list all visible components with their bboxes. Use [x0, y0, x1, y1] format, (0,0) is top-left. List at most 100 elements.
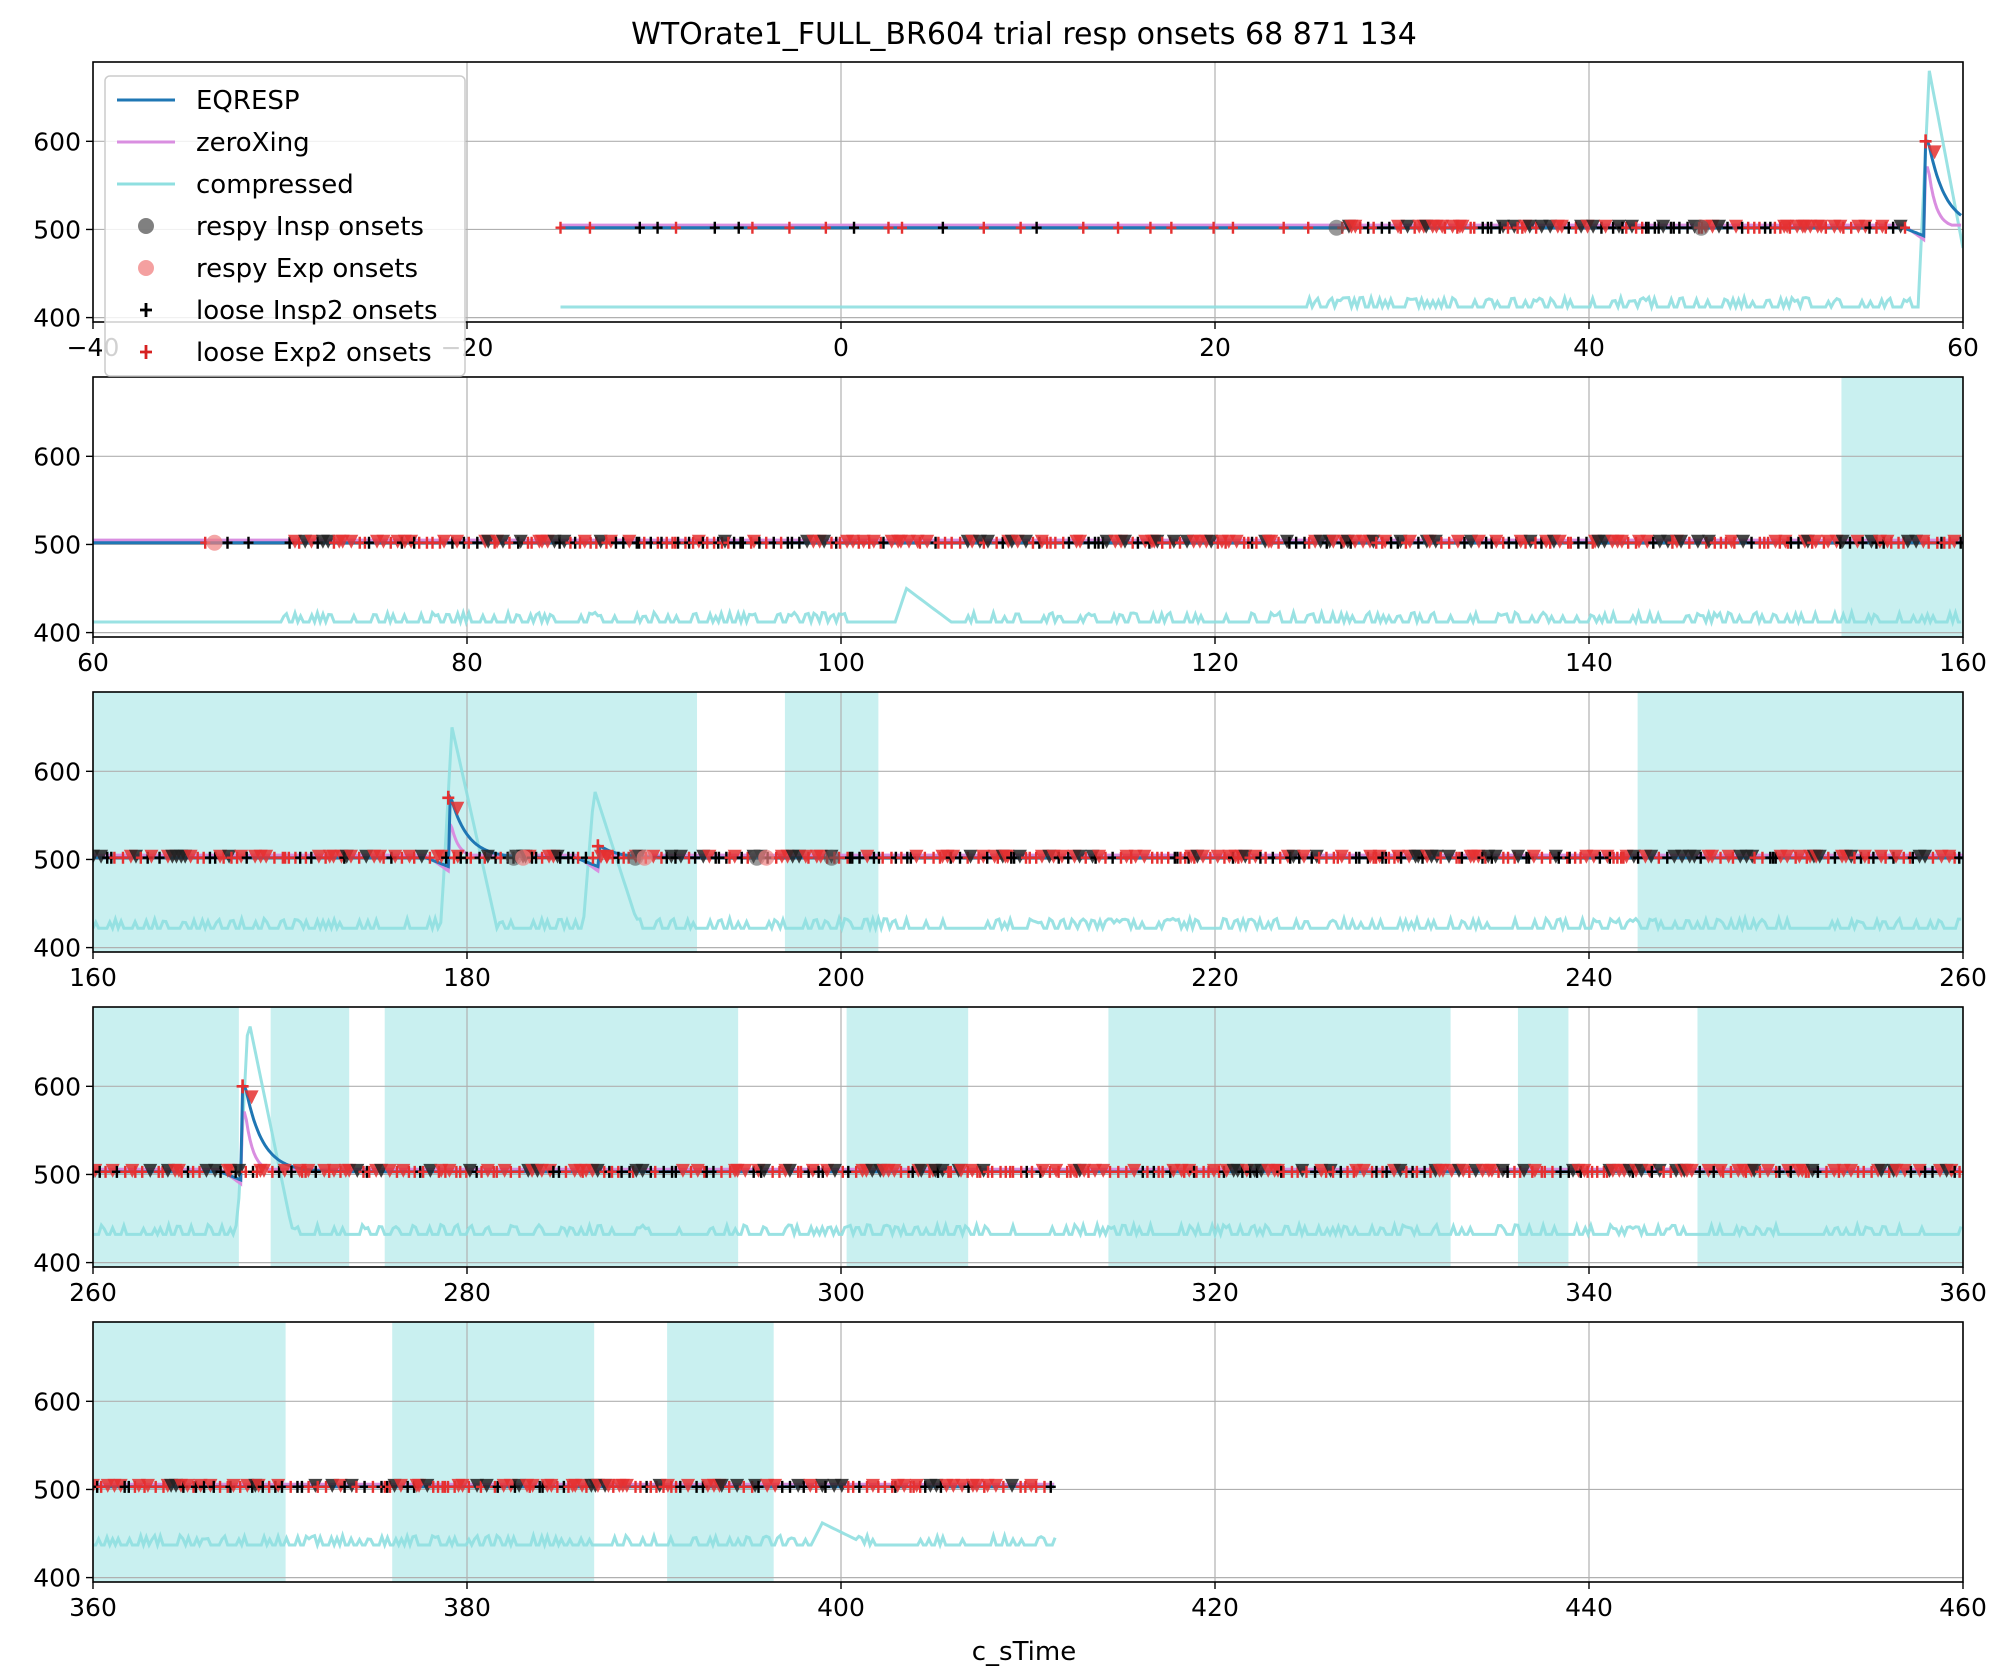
insp-onset-triangle — [1522, 219, 1537, 234]
y-tick-label: 400 — [33, 934, 81, 963]
exp-onset-triangle — [727, 849, 742, 864]
insp-onset-triangle — [1511, 849, 1526, 864]
exp-onset-triangle — [1850, 534, 1865, 549]
x-tick-label: 380 — [443, 1593, 491, 1622]
exp-onset-triangle — [681, 1478, 696, 1493]
insp-onset-triangle — [1072, 849, 1087, 864]
loose-insp2-plus — [243, 536, 254, 549]
loose-exp2-plus — [1923, 536, 1934, 549]
exp-onset-triangle — [946, 849, 961, 864]
y-tick-label: 400 — [33, 619, 81, 648]
insp-onset-triangle — [1673, 534, 1688, 549]
panel-2: 60 80 100 120 140 160 400 500 600 — [33, 376, 1987, 677]
compressed-line — [93, 1520, 1057, 1551]
loose-exp2-plus — [442, 790, 455, 805]
loose-exp2-plus — [1469, 221, 1480, 234]
exp-onset-triangle — [1378, 534, 1393, 549]
loose-exp2-plus — [526, 536, 537, 549]
x-tick-label: 440 — [1565, 1593, 1613, 1622]
x-tick-label: 240 — [1565, 963, 1613, 992]
highlight-band — [784, 692, 879, 952]
loose-insp2-plus — [1633, 851, 1644, 864]
legend-plus-swatch — [140, 345, 152, 359]
legend-circle-swatch — [138, 218, 154, 234]
exp-onset-triangle — [259, 849, 274, 864]
y-tick-label: 600 — [33, 442, 81, 471]
loose-insp2-plus — [1648, 536, 1659, 549]
insp-onset-triangle — [730, 1478, 745, 1493]
loose-insp2-plus — [1459, 536, 1470, 549]
chart-title: WTOrate1_FULL_BR604 trial resp onsets 68… — [631, 17, 1417, 52]
loose-exp2-plus — [987, 1165, 998, 1178]
legend-item: zeroXing — [117, 128, 310, 158]
highlight-band — [93, 692, 698, 952]
insp-onset-triangle — [1747, 1163, 1762, 1178]
loose-exp2-plus — [367, 1480, 378, 1493]
loose-exp2-plus — [1053, 1165, 1064, 1178]
loose-insp2-plus — [1384, 221, 1395, 234]
respy-insp-onset — [823, 849, 840, 866]
onset-markers — [93, 1079, 1963, 1178]
insp-onset-triangle — [1687, 849, 1702, 864]
loose-exp2-plus — [738, 1480, 749, 1493]
exp-onset-triangle — [450, 534, 465, 549]
exp-onset-triangle — [140, 1478, 155, 1493]
insp-onset-triangle — [557, 534, 572, 549]
exp-onset-triangle — [1471, 534, 1486, 549]
exp-onset-triangle — [1210, 849, 1225, 864]
exp-onset-triangle — [1455, 219, 1470, 234]
loose-exp2-plus — [1083, 1165, 1094, 1178]
compressed-line — [93, 586, 1962, 628]
loose-exp2-plus — [685, 1165, 696, 1178]
exp-onset-triangle — [544, 1478, 559, 1493]
exp-onset-triangle — [277, 1163, 292, 1178]
loose-exp2-plus — [591, 839, 604, 854]
exp-onset-triangle — [1096, 1163, 1111, 1178]
panel-5: 360 380 400 420 440 460 400 500 600 — [33, 1321, 1987, 1622]
exp-onset-triangle — [1264, 534, 1279, 549]
legend-label: EQRESP — [196, 86, 300, 116]
insp-onset-triangle — [1805, 1163, 1820, 1178]
legend-label: loose Exp2 onsets — [196, 338, 432, 368]
legend-box — [104, 75, 466, 377]
loose-insp2-plus — [1553, 851, 1564, 864]
loose-insp2-plus — [709, 221, 720, 234]
insp-onset-triangle — [495, 534, 510, 549]
exp-onset-triangle — [131, 1478, 146, 1493]
legend-label: zeroXing — [196, 128, 310, 158]
loose-exp2-plus — [1174, 536, 1185, 549]
exp-onset-triangle — [1402, 534, 1417, 549]
loose-exp2-plus — [303, 1480, 314, 1493]
compressed-line — [560, 70, 1963, 313]
highlight-band — [667, 1322, 774, 1582]
loose-insp2-plus — [854, 851, 865, 864]
loose-insp2-plus — [634, 221, 645, 234]
loose-insp2-plus — [1955, 536, 1963, 549]
insp-onset-triangle — [1711, 219, 1726, 234]
exp-onset-triangle — [955, 1478, 970, 1493]
insp-onset-triangle — [817, 534, 832, 549]
exp-onset-triangle — [1760, 1163, 1775, 1178]
legend-label: compressed — [196, 170, 354, 200]
x-tick-label: 400 — [817, 1593, 865, 1622]
insp-onset-triangle — [1393, 534, 1408, 549]
loose-exp2-plus — [1395, 221, 1406, 234]
loose-exp2-plus — [505, 1165, 516, 1178]
exp-onset-triangle — [1527, 1163, 1542, 1178]
exp-onset-triangle — [1127, 1163, 1142, 1178]
loose-exp2-plus — [1227, 221, 1238, 234]
loose-exp2-plus — [1784, 221, 1795, 234]
loose-insp2-plus — [1594, 851, 1605, 864]
x-tick-label: 20 — [1199, 333, 1231, 362]
legend-item: loose Exp2 onsets — [140, 338, 432, 368]
loose-insp2-plus — [1793, 536, 1804, 549]
insp-onset-triangle — [1644, 849, 1659, 864]
x-tick-label: 140 — [1565, 648, 1613, 677]
loose-insp2-plus — [1291, 536, 1302, 549]
exp-onset-triangle — [897, 1478, 912, 1493]
highlight-band — [1841, 377, 1963, 637]
respy-insp-onset — [1693, 219, 1710, 236]
loose-exp2-plus — [1846, 221, 1857, 234]
loose-exp2-plus — [354, 851, 365, 864]
